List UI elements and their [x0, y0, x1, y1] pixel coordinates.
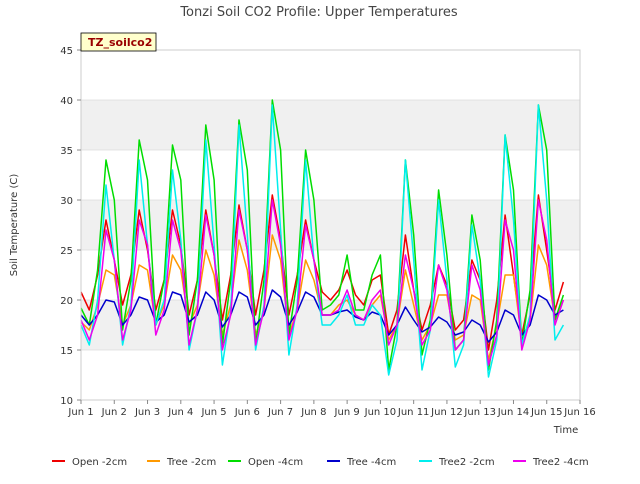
x-tick-label: Jun 12: [430, 407, 463, 418]
y-tick-label: 40: [60, 96, 73, 107]
x-tick-label: Jun 16: [563, 407, 596, 418]
legend: Open -2cm Tree -2cm Open -4cm Tree -4cm Tree…: [52, 457, 589, 468]
legend-label: Tree -2cm: [166, 457, 216, 468]
plot-frame: [80, 49, 581, 401]
legend-item: Tree2 -4cm: [513, 457, 589, 468]
legend-label: Tree2 -2cm: [438, 457, 495, 468]
y-tick-label: 15: [60, 346, 73, 357]
legend-item: Open -2cm: [52, 457, 127, 468]
y-tick-label: 30: [60, 196, 73, 207]
x-tick-label: Jun 13: [463, 407, 496, 418]
legend-item: Open -4cm: [228, 457, 303, 468]
shaded-band: [81, 100, 580, 150]
x-tick-label: Jun 8: [300, 407, 326, 418]
legend-item: Tree -2cm: [147, 457, 216, 468]
legend-label: Open -4cm: [248, 457, 303, 468]
axes: 10 15 20 25 30 35 40 45 Jun 1 Jun 2 Jun 3 Jun 4 Jun …: [60, 46, 596, 418]
legend-label: Tree -4cm: [346, 457, 396, 468]
legend-label: Open -2cm: [72, 457, 127, 468]
y-tick-label: 10: [60, 396, 73, 407]
site-label-box: TZ_soilco2: [80, 32, 157, 52]
x-tick-label: Jun 11: [397, 407, 430, 418]
y-tick-label: 20: [60, 296, 73, 307]
y-tick-label: 35: [60, 146, 73, 157]
x-tick-label: Jun 6: [234, 407, 260, 418]
site-label: TZ_soilco2: [88, 36, 152, 49]
chart-title: Tonzi Soil CO2 Profile: Upper Temperatur…: [179, 5, 458, 20]
legend-label: Tree2 -4cm: [532, 457, 589, 468]
x-tick-label: Jun 7: [267, 407, 293, 418]
legend-item: Tree2 -2cm: [419, 457, 495, 468]
x-tick-label: Jun 4: [167, 407, 193, 418]
x-tick-label: Jun 2: [101, 407, 127, 418]
x-tick-label: Jun 15: [530, 407, 563, 418]
x-tick-label: Jun 1: [67, 407, 93, 418]
x-tick-label: Jun 14: [497, 407, 530, 418]
y-tick-label: 25: [60, 246, 73, 257]
x-tick-label: Jun 9: [334, 407, 360, 418]
x-tick-label: Jun 3: [134, 407, 160, 418]
y-axis-label: Soil Temperature (C): [9, 174, 20, 277]
x-axis-label: Time: [553, 425, 578, 436]
series-layer: [80, 99, 565, 378]
legend-item: Tree -4cm: [327, 457, 396, 468]
x-tick-label: Jun 5: [200, 407, 226, 418]
y-tick-label: 45: [60, 46, 73, 57]
shaded-band: [81, 200, 580, 250]
x-tick-label: Jun 10: [364, 407, 397, 418]
series-line: [80, 199, 565, 366]
